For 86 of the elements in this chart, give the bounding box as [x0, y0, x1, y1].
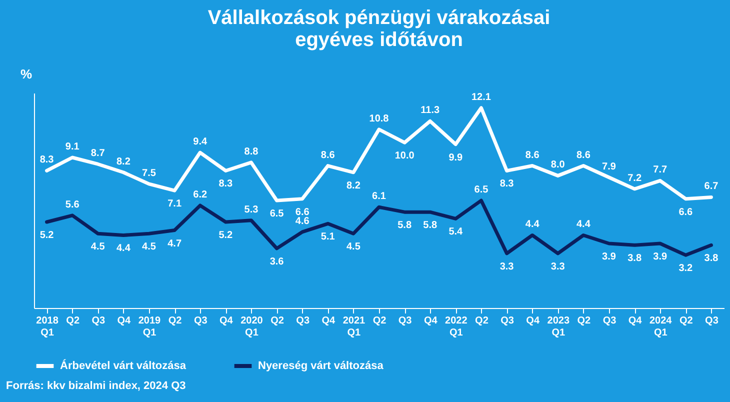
x-tick-label: Q2 [372, 316, 387, 326]
data-label: 8.8 [244, 146, 259, 158]
data-label: 6.6 [678, 206, 694, 218]
x-tick-label: Q4 [628, 316, 642, 326]
data-label: 8.7 [90, 148, 106, 160]
data-label: 9.1 [65, 142, 80, 152]
legend-label: Árbevétel várt változása [60, 359, 187, 372]
data-label: 6.5 [270, 208, 284, 220]
data-label: 8.6 [525, 150, 540, 161]
data-label: 5.3 [244, 204, 259, 216]
data-label: 7.7 [653, 164, 668, 176]
data-label: 4.5 [142, 242, 156, 253]
data-label: 7.5 [142, 168, 156, 179]
chart-title: Vállalkozások pénzügyi várakozásai egyéves időtávon [208, 7, 550, 51]
x-tick-label: Q3 [194, 316, 208, 326]
data-label: 10.0 [394, 150, 415, 162]
data-label: 8.3 [218, 178, 234, 190]
x-tick-label: Q4 [219, 316, 234, 326]
data-label: 10.8 [369, 113, 390, 124]
data-label: 5.6 [65, 199, 80, 210]
data-label: 6.6 [295, 206, 310, 218]
data-label: 3.3 [500, 261, 514, 272]
x-tick-label: Q2 [270, 316, 284, 326]
data-label: 8.3 [500, 178, 514, 190]
x-tick-label: Q3 [500, 316, 514, 326]
legend-label: Nyereség várt változása [258, 360, 384, 372]
data-label: 3.9 [602, 252, 616, 262]
data-label: 9.4 [193, 136, 208, 148]
data-label: 4.7 [168, 238, 182, 250]
data-label: 8.3 [40, 154, 54, 166]
x-tick-label: Q4 [117, 316, 132, 326]
data-label: 7.9 [602, 161, 616, 172]
data-label: 4.4 [116, 243, 131, 254]
x-tick-label: 2023 Q1 [547, 316, 570, 338]
data-label: 4.5 [90, 242, 106, 253]
x-tick-label: Q2 [475, 316, 489, 326]
x-tick-label: Q3 [398, 316, 412, 326]
data-label: 12.1 [471, 92, 492, 103]
x-tick-label: Q2 [168, 316, 182, 326]
data-label: 8.6 [320, 150, 336, 161]
data-label: 5.2 [218, 230, 234, 241]
y-axis-title: % [20, 66, 32, 82]
x-tick-label: Q4 [424, 316, 438, 326]
data-label: 4.6 [295, 216, 310, 227]
x-tick-label: 2021 Q1 [342, 316, 366, 338]
x-tick-label: 2024 Q1 [649, 316, 672, 338]
x-tick-label: Q4 [526, 316, 540, 326]
x-tick-label: 2019 Q1 [138, 316, 162, 338]
data-label: 4.5 [346, 242, 361, 253]
x-tick-label: Q3 [705, 316, 719, 326]
data-label: 6.2 [193, 189, 208, 200]
data-label: 7.1 [168, 198, 182, 210]
data-label: 3.3 [550, 261, 566, 272]
data-label: 8.2 [116, 156, 131, 168]
data-label: 7.2 [628, 172, 642, 184]
data-label: 3.8 [704, 253, 719, 264]
data-label: 6.5 [474, 184, 489, 196]
data-label: 5.8 [423, 220, 438, 232]
x-tick-label: Q3 [296, 316, 310, 326]
x-tick-label: Q3 [92, 316, 106, 326]
data-label: 8.0 [550, 160, 566, 171]
data-label: 3.9 [653, 252, 668, 262]
x-tick-label: Q2 [66, 316, 80, 326]
x-tick-label: Q4 [322, 316, 336, 326]
data-label: 3.2 [678, 263, 694, 274]
data-label: 6.1 [372, 191, 386, 202]
data-label: 8.6 [576, 150, 591, 161]
text: Forrás: kkv bizalmi index, 2024 Q3 [5, 380, 187, 392]
data-label: 4.4 [525, 219, 540, 230]
data-label: 5.4 [448, 226, 464, 238]
x-tick-label: 2020 Q1 [240, 316, 264, 338]
x-tick-label: Q3 [602, 316, 617, 326]
data-label: 5.2 [40, 230, 54, 241]
data-label: 8.2 [346, 180, 361, 192]
data-label: 3.6 [270, 256, 284, 268]
data-label: 5.8 [398, 220, 412, 232]
data-label: 11.3 [420, 105, 440, 116]
x-tick-label: 2022 Q1 [445, 316, 468, 338]
data-label: 6.7 [704, 181, 719, 192]
data-label: 9.9 [448, 152, 464, 164]
x-tick-label: 2018 Q1 [36, 316, 59, 338]
data-label: 5.1 [320, 232, 336, 243]
data-label: 4.4 [576, 219, 591, 230]
x-tick-label: Q2 [679, 316, 694, 326]
x-tick-label: Q2 [577, 316, 592, 326]
data-label: 3.8 [628, 253, 642, 264]
